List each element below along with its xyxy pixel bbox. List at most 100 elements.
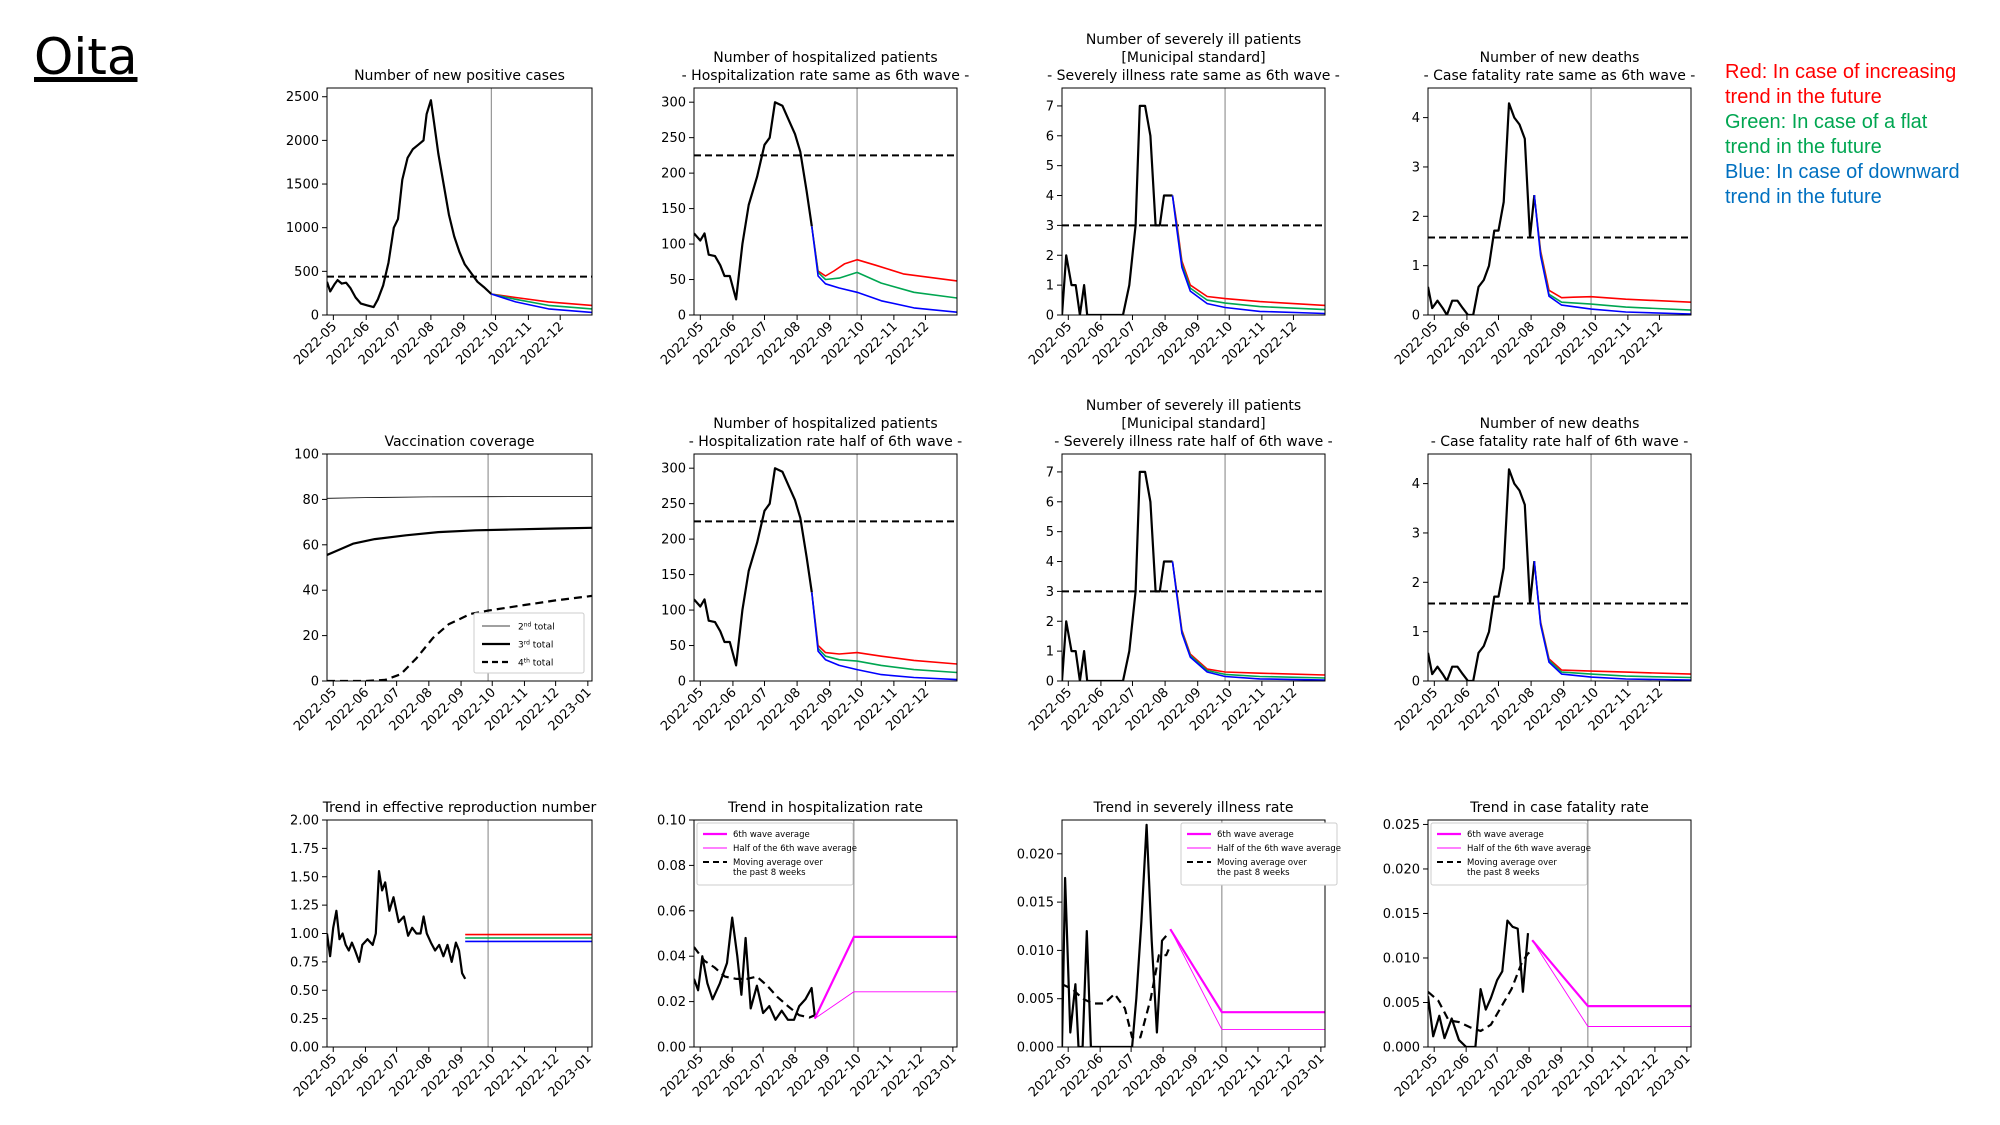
y-tick-label: 6 (1046, 129, 1054, 144)
axes-frame (1061, 819, 1326, 1048)
plot-area (1062, 454, 1325, 681)
chart-title: Trend in case fatality rate (1469, 800, 1649, 816)
y-tick-label: 2 (1412, 210, 1420, 225)
series-line (1169, 928, 1325, 1031)
y-tick-label: 7 (1046, 465, 1054, 480)
axes-frame (693, 453, 958, 682)
chart-legend: 2nd total 3rd total 4th total (473, 612, 585, 674)
legend-green-line-1: Green: In case of a flat (1725, 111, 1928, 133)
legend-blue-line-1: Blue: In case of downward (1725, 161, 1960, 183)
plot-area (694, 88, 957, 315)
series-line (1428, 949, 1533, 1033)
y-tick-label: 200 (661, 533, 686, 548)
y-tick-label: 0.020 (1383, 862, 1420, 877)
y-tick-label: 5 (1046, 525, 1054, 540)
y-tick-label: 1000 (286, 221, 319, 236)
legend-blue-line-2: trend in the future (1725, 186, 1882, 208)
series-line (491, 293, 592, 314)
series-line (1428, 468, 1536, 681)
chart-title: - Severely illness rate same as 6th wave… (1047, 68, 1340, 84)
y-tick-label: 0 (1046, 675, 1054, 690)
y-tick-label: 1.00 (290, 927, 319, 942)
y-tick-label: 300 (661, 96, 686, 111)
y-tick-label: 20 (302, 629, 319, 644)
legend-label: the past 8 weeks (1217, 868, 1290, 878)
y-tick-label: 0 (678, 309, 686, 324)
y-tick-label: 2 (1046, 615, 1054, 630)
y-tick-label: 0.25 (290, 1012, 319, 1027)
y-tick-label: 100 (661, 604, 686, 619)
y-tick-label: 0 (678, 675, 686, 690)
series-line (1171, 561, 1325, 676)
chart-legend: 6th wave average Half of the 6th wave ave… (1430, 822, 1591, 886)
y-tick-label: 100 (294, 448, 319, 463)
y-tick-label: 2000 (286, 134, 319, 149)
series-line (327, 495, 592, 499)
series-line (327, 869, 467, 980)
y-tick-label: 0.08 (657, 859, 686, 874)
legend-red: Red: In case of increasing trend in the … (1725, 60, 1960, 110)
y-tick-label: 250 (661, 497, 686, 512)
chart-deaths_half: Number of new deaths - Case fatality rate… (1392, 416, 1692, 734)
y-tick-label: 0.75 (290, 955, 319, 970)
chart-hosp_half: Number of hospitalized patients - Hospita… (658, 416, 962, 734)
axes-frame (1427, 819, 1692, 1048)
plot-area (1428, 88, 1691, 315)
legend-label: 3rd total (518, 640, 553, 651)
y-tick-label: 500 (294, 265, 319, 280)
chart-title: Number of severely ill patients (1086, 32, 1301, 48)
y-tick-label: 0.10 (657, 814, 686, 829)
series-line (1171, 561, 1325, 681)
y-tick-label: 150 (661, 568, 686, 583)
axes-frame (326, 453, 593, 682)
series-line (811, 592, 957, 681)
y-tick-label: 0.000 (1383, 1041, 1420, 1056)
chart-title: - Case fatality rate half of 6th wave - (1431, 434, 1689, 450)
y-tick-label: 1 (1046, 279, 1054, 294)
y-tick-label: 0.005 (1383, 996, 1420, 1011)
chart-severe_same: Number of severely ill patients [Municipa… (1026, 32, 1340, 368)
plot-area (694, 454, 957, 681)
series-line (1531, 939, 1691, 1008)
series-line (1169, 928, 1325, 1014)
chart-title: - Hospitalization rate half of 6th wave … (689, 434, 962, 450)
legend-label: the past 8 weeks (1467, 868, 1540, 878)
series-line (694, 467, 813, 667)
legend-label: Moving average over (733, 858, 823, 868)
y-tick-label: 0.06 (657, 904, 686, 919)
y-tick-label: 50 (669, 273, 686, 288)
legend-label: Moving average over (1217, 858, 1307, 868)
chart-title: Number of hospitalized patients (713, 416, 937, 432)
legend-label: Moving average over (1467, 858, 1557, 868)
plot-area (1428, 454, 1691, 681)
chart-deaths_same: Number of new deaths - Case fatality rate… (1392, 50, 1695, 368)
axes-frame (693, 819, 958, 1048)
y-tick-label: 4 (1412, 477, 1420, 492)
chart-cfr: Trend in case fatality rate 0.000 0.005 0.0… (1383, 800, 1694, 1100)
y-tick-label: 2 (1046, 249, 1054, 264)
plot-area (327, 820, 592, 1047)
series-line (327, 99, 493, 309)
y-tick-label: 0.020 (1017, 847, 1054, 862)
legend-green: Green: In case of a flat trend in the fu… (1725, 110, 1960, 160)
y-tick-label: 0 (1046, 309, 1054, 324)
y-tick-label: 7 (1046, 99, 1054, 114)
chart-title: [Municipal standard] (1121, 50, 1265, 66)
legend-red-line-2: trend in the future (1725, 86, 1882, 108)
y-tick-label: 0.010 (1017, 944, 1054, 959)
series-line (327, 526, 592, 557)
y-tick-label: 4 (1046, 555, 1054, 570)
series-line (491, 293, 592, 310)
y-tick-label: 0 (1412, 675, 1420, 690)
y-tick-label: 100 (661, 238, 686, 253)
chart-new_cases: Number of new positive cases 0 500 1000 1500… (286, 68, 593, 368)
series-line (491, 293, 592, 307)
series-line (1533, 195, 1691, 315)
series-line (1533, 561, 1691, 679)
y-tick-label: 4 (1046, 189, 1054, 204)
y-tick-label: 0.000 (1017, 1041, 1054, 1056)
y-tick-label: 6 (1046, 495, 1054, 510)
axes-frame (1061, 87, 1326, 316)
plot-area (694, 820, 957, 1047)
